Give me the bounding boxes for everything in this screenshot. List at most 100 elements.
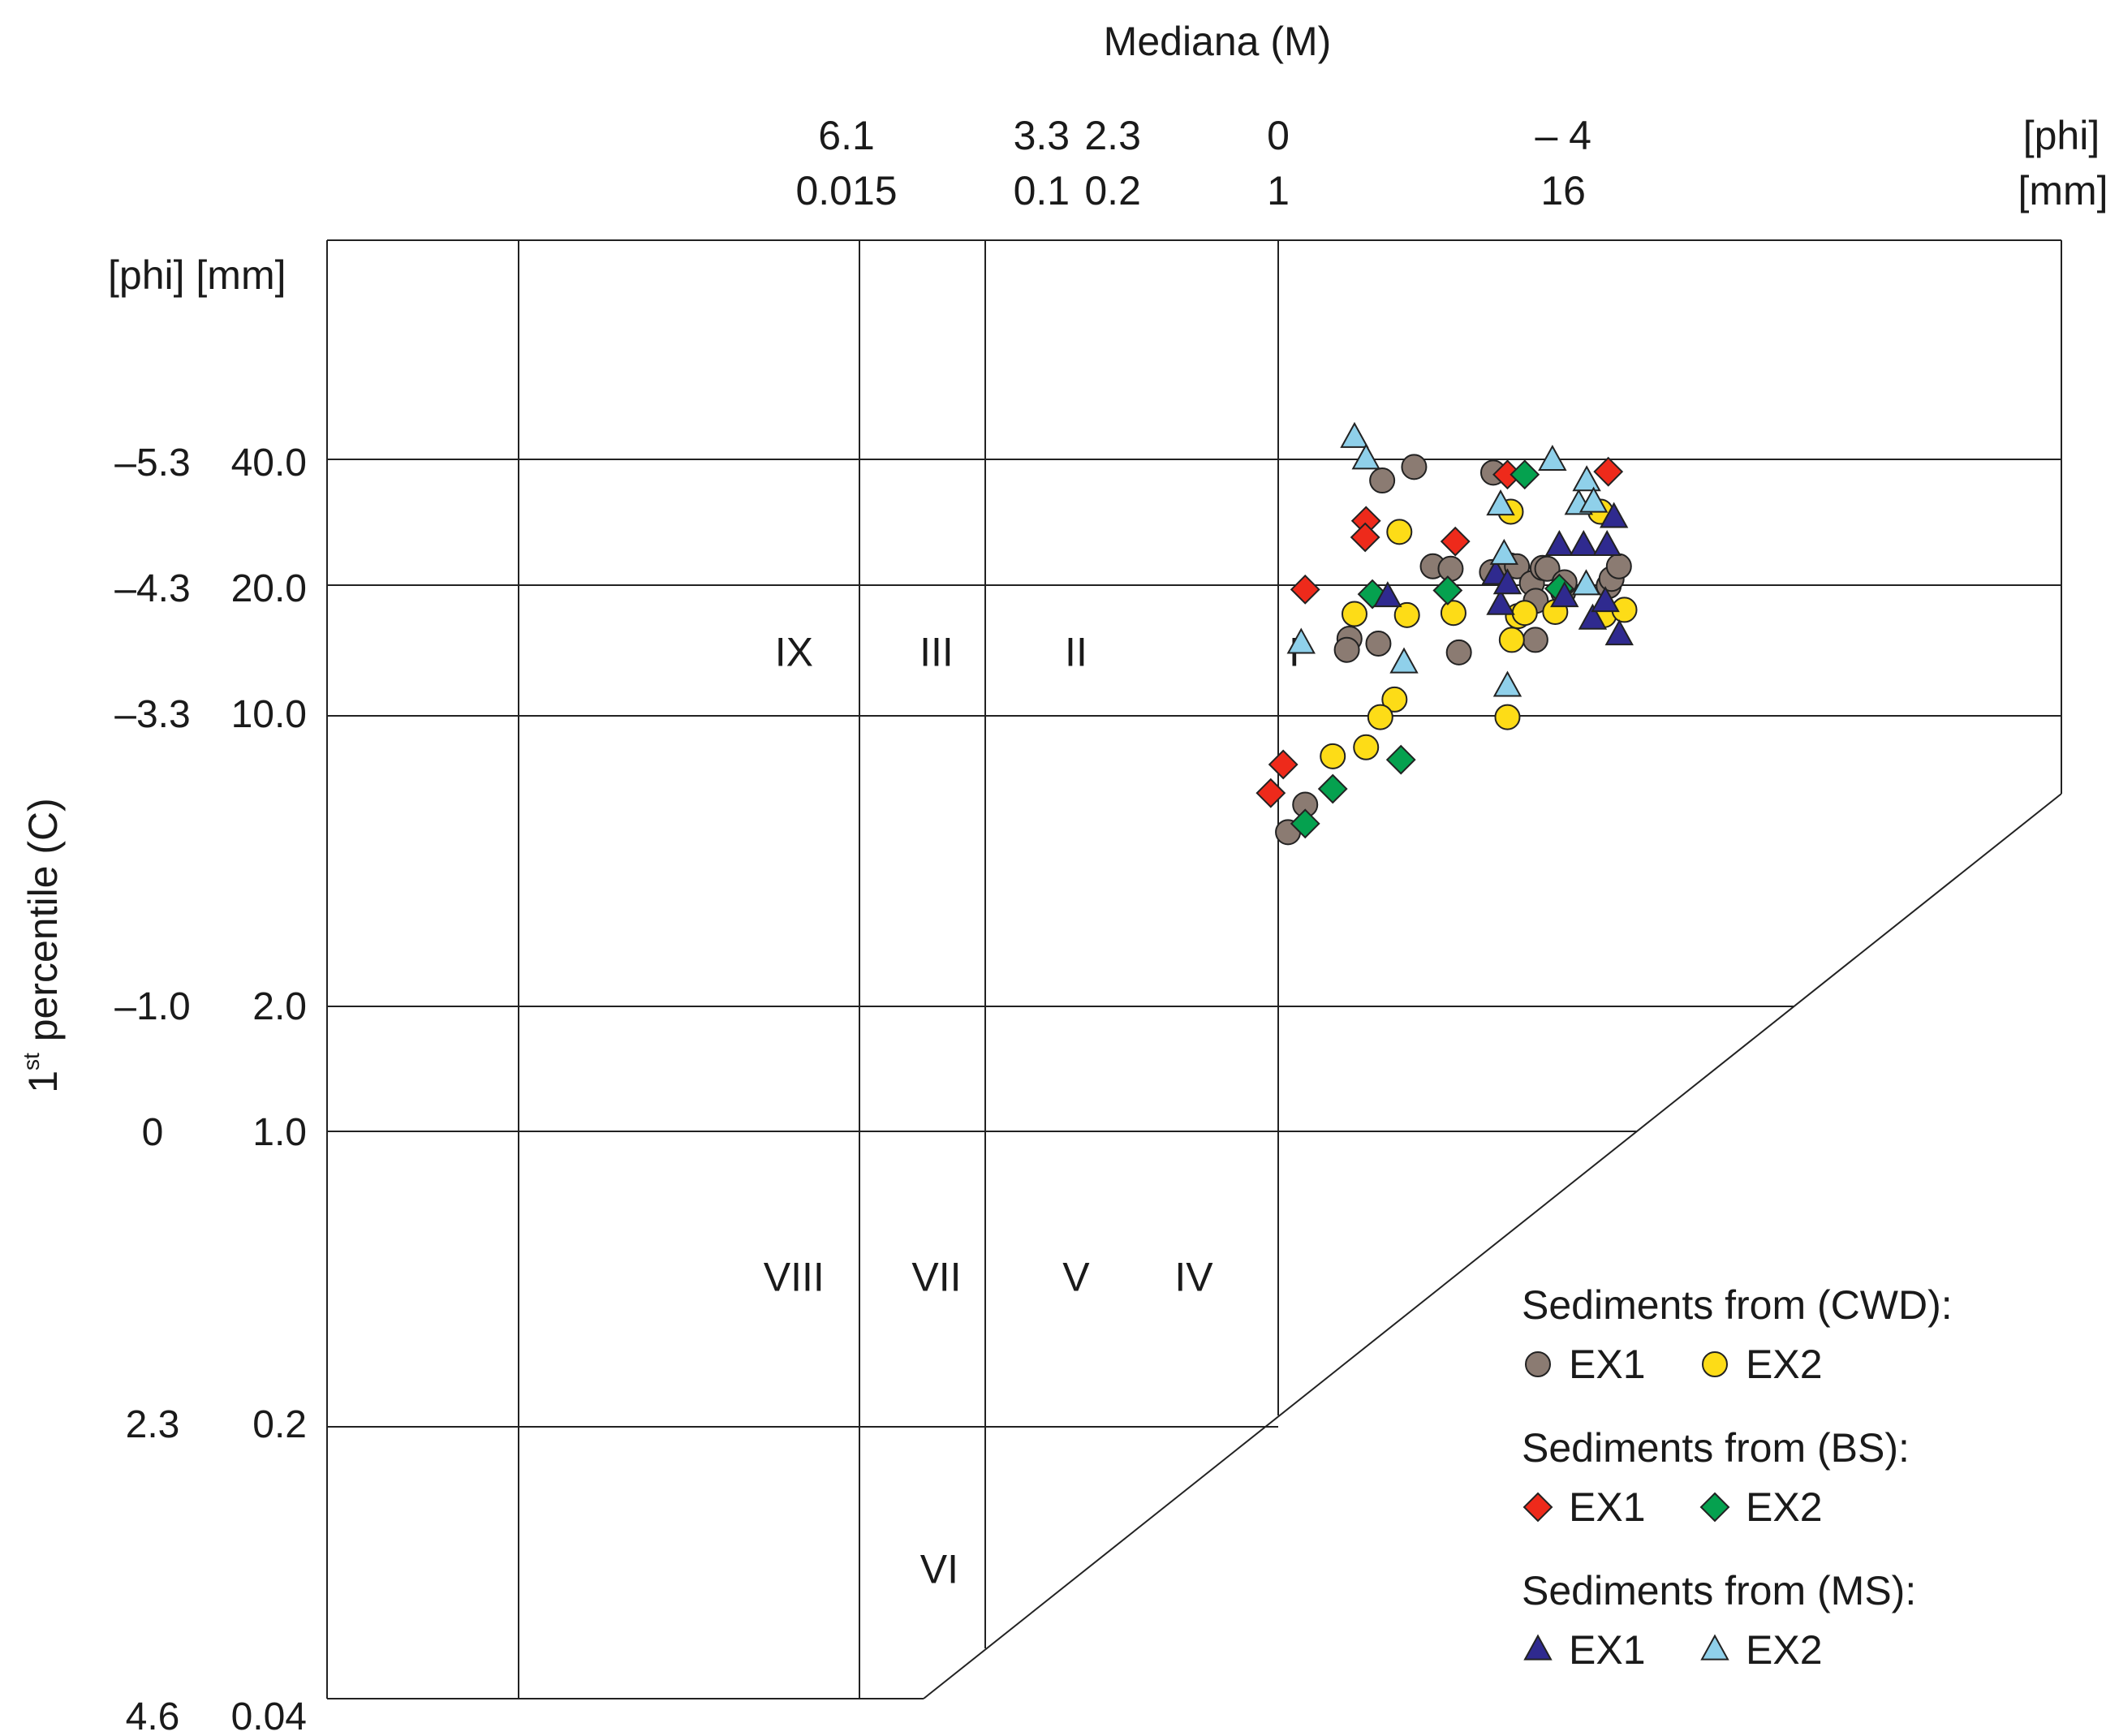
x-tick-phi: 3.3 bbox=[1014, 113, 1070, 158]
data-point bbox=[1569, 529, 1598, 557]
x-tick-mm: 0.1 bbox=[1014, 168, 1070, 213]
data-point bbox=[1401, 454, 1428, 480]
data-point bbox=[1340, 421, 1369, 448]
zone-label: VI bbox=[920, 1546, 958, 1592]
x-tick-mm: 1 bbox=[1267, 168, 1290, 213]
data-point bbox=[1317, 773, 1348, 804]
zone-label: IX bbox=[775, 629, 813, 674]
y-tick-mm: 2.0 bbox=[252, 985, 307, 1028]
legend-item-label: EX2 bbox=[1746, 1342, 1823, 1387]
data-point bbox=[1578, 603, 1608, 630]
y-axis-title: 1st percentile (C) bbox=[19, 798, 66, 1093]
x-tick-labels: 6.1 0.015 3.3 0.1 2.3 0.2 0 1 – 4 16 bbox=[795, 113, 1591, 213]
data-point bbox=[1522, 627, 1548, 653]
y-tick-phi: –3.3 bbox=[114, 693, 190, 736]
data-point bbox=[1341, 601, 1367, 627]
y-tick-mm: 0.04 bbox=[231, 1695, 307, 1736]
data-point bbox=[1534, 555, 1561, 582]
data-point bbox=[1498, 627, 1525, 653]
data-point bbox=[1492, 568, 1522, 595]
y-title-number: 1 bbox=[20, 1070, 66, 1093]
x-axis-title: Mediana (M) bbox=[1104, 19, 1332, 64]
data-point bbox=[1333, 636, 1360, 663]
data-point bbox=[1385, 744, 1416, 775]
x-tick-phi: 2.3 bbox=[1084, 113, 1141, 158]
data-point bbox=[1445, 639, 1472, 666]
data-point bbox=[1593, 456, 1624, 487]
data-points bbox=[1255, 421, 1638, 846]
data-point bbox=[1268, 749, 1299, 780]
data-point bbox=[1393, 601, 1420, 628]
data-point bbox=[1432, 575, 1463, 605]
zone-label: III bbox=[920, 629, 954, 674]
y-tick-phi: –5.3 bbox=[114, 442, 190, 485]
legend-item-label: EX1 bbox=[1569, 1342, 1646, 1387]
data-point bbox=[1367, 704, 1393, 730]
data-point bbox=[1572, 465, 1601, 492]
x-unit-phi: [phi] bbox=[2023, 113, 2100, 158]
y-tick-phi: 2.3 bbox=[126, 1403, 180, 1446]
y-units: [phi] [mm] bbox=[108, 252, 286, 298]
series-ms-ex1 bbox=[1373, 502, 1634, 646]
data-point bbox=[1320, 743, 1346, 769]
data-point bbox=[1290, 574, 1320, 605]
data-point bbox=[1440, 526, 1471, 557]
data-point bbox=[1599, 502, 1629, 528]
legend-group-title: Sediments from (BS): bbox=[1522, 1425, 1910, 1471]
series-bs-ex1 bbox=[1255, 456, 1624, 808]
y-title-text: percentile (C) bbox=[20, 798, 66, 1053]
data-point bbox=[1373, 581, 1402, 608]
y-tick-mm: 1.0 bbox=[252, 1111, 307, 1154]
data-point bbox=[1591, 586, 1620, 613]
data-point bbox=[1510, 459, 1540, 490]
legend-marker bbox=[1699, 1492, 1730, 1523]
data-point bbox=[1351, 443, 1380, 470]
data-point bbox=[1511, 600, 1538, 627]
data-point bbox=[1437, 555, 1464, 582]
x-tick-phi: – 4 bbox=[1535, 113, 1591, 158]
zone-labels: IXIIIIIIVIIIVIIVIVVI bbox=[764, 629, 1300, 1592]
x-tick-phi: 0 bbox=[1267, 113, 1290, 158]
data-point bbox=[1369, 467, 1396, 494]
x-tick-mm: 0.015 bbox=[795, 168, 897, 213]
data-point bbox=[1492, 670, 1522, 697]
data-point bbox=[1365, 630, 1392, 657]
legend-marker bbox=[1523, 1634, 1553, 1661]
x-tick-mm: 0.2 bbox=[1084, 168, 1141, 213]
legend-marker bbox=[1525, 1351, 1551, 1377]
data-point bbox=[1571, 569, 1601, 596]
legend-item-label: EX2 bbox=[1746, 1484, 1823, 1530]
zone-label: IV bbox=[1174, 1255, 1213, 1300]
y-tick-phi: –4.3 bbox=[114, 567, 190, 610]
zone-grid bbox=[326, 239, 2062, 1699]
data-point bbox=[1544, 529, 1574, 557]
legend-group-title: Sediments from (MS): bbox=[1522, 1568, 1916, 1613]
legend-item-label: EX1 bbox=[1569, 1627, 1646, 1673]
data-point bbox=[1578, 486, 1609, 513]
data-point bbox=[1486, 588, 1515, 615]
data-point bbox=[1604, 619, 1634, 646]
data-point bbox=[1353, 734, 1380, 760]
data-point bbox=[1486, 489, 1515, 516]
data-point bbox=[1386, 519, 1413, 545]
data-point bbox=[1538, 444, 1567, 472]
x-tick-phi: 6.1 bbox=[818, 113, 875, 158]
legend-item-label: EX1 bbox=[1569, 1484, 1646, 1530]
data-point bbox=[1389, 647, 1419, 674]
y-tick-phi: 4.6 bbox=[126, 1695, 180, 1736]
data-point bbox=[1605, 553, 1632, 579]
y-tick-phi: 0 bbox=[142, 1111, 164, 1154]
data-point bbox=[1290, 808, 1320, 839]
legend: Sediments from (CWD): EX1 EX2 Sediments fro… bbox=[1522, 1282, 1953, 1673]
zone-label: VIII bbox=[764, 1255, 825, 1300]
zone-label: V bbox=[1062, 1255, 1090, 1300]
x-unit-mm: [mm] bbox=[2018, 168, 2108, 213]
data-point bbox=[1381, 686, 1408, 713]
data-point bbox=[1440, 600, 1467, 627]
y-tick-labels: –5.3 40.0 –4.3 20.0 –3.3 10.0 –1.0 2.0 0 1.0 2.3 0.… bbox=[114, 442, 307, 1736]
zone-label: VII bbox=[911, 1255, 961, 1300]
y-title-superscript: st bbox=[19, 1053, 44, 1070]
data-point bbox=[1550, 581, 1579, 608]
data-point bbox=[1494, 704, 1521, 730]
